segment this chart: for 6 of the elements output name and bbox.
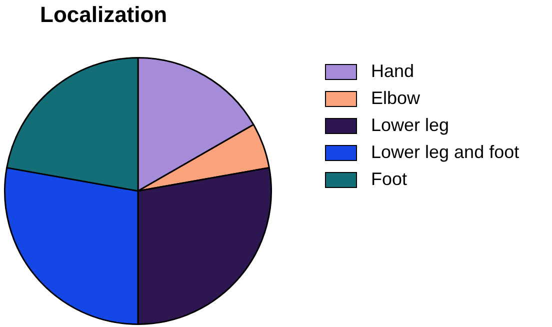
chart-title: Localization [40,2,168,28]
legend-label: Lower leg and foot [371,142,520,163]
legend-label: Elbow [371,88,420,109]
legend-label: Lower leg [371,115,450,136]
legend-label: Foot [371,169,408,190]
legend-label: Hand [371,61,414,82]
